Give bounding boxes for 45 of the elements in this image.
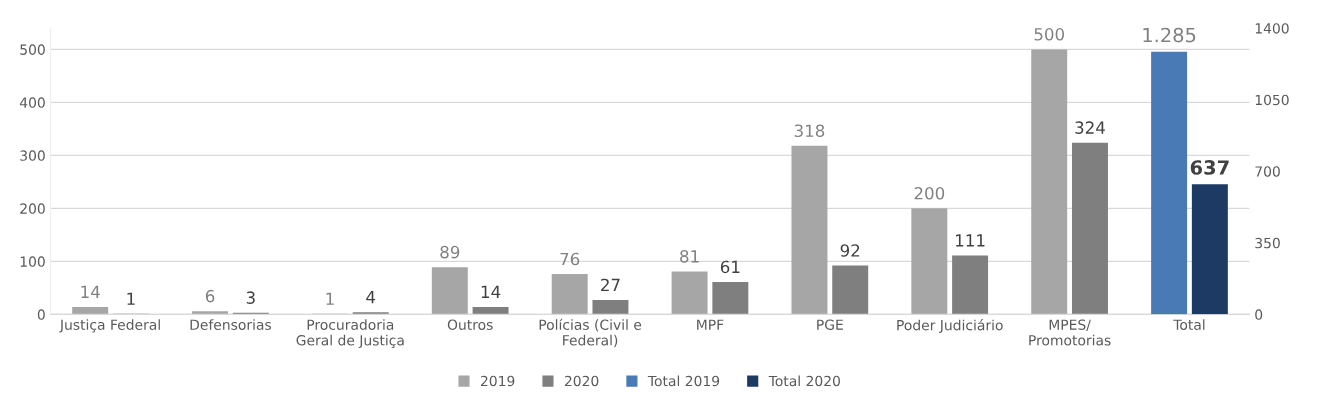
data-label: 4 xyxy=(366,291,376,304)
data-label: 318 xyxy=(794,124,825,138)
data-label: 92 xyxy=(840,244,860,257)
x-tick-label: MPF xyxy=(697,319,724,330)
y-tick-label: 100 xyxy=(20,256,45,267)
x-tick-label: Outros xyxy=(447,319,493,330)
y-tick-label: 0 xyxy=(37,309,45,320)
data-label: 324 xyxy=(1075,121,1105,134)
legend-label: 2019 xyxy=(480,375,515,387)
data-label: 1 xyxy=(326,292,334,305)
data-label: 61 xyxy=(720,260,740,274)
legend-label: Total 2020 xyxy=(768,375,840,387)
x-tick-label: PGE xyxy=(817,319,843,330)
data-label: 1 xyxy=(127,292,135,305)
data-label: 14 xyxy=(81,285,100,298)
y-tick-label: 300 xyxy=(20,150,45,161)
x-tick-label: MPES/ Promotorias xyxy=(1029,319,1111,346)
x-tick-label: Defensorias xyxy=(190,319,272,330)
x-tick-label: Total xyxy=(1173,319,1205,330)
data-label: 3 xyxy=(246,291,255,304)
data-label: 111 xyxy=(956,234,985,247)
x-tick-label: Poder Judiciário xyxy=(897,319,1003,333)
legend-label: 2020 xyxy=(564,375,599,387)
data-label: 89 xyxy=(440,245,460,259)
data-label: 637 xyxy=(1190,160,1229,175)
legend-label: Total 2019 xyxy=(647,375,720,387)
data-label: 500 xyxy=(1034,28,1065,41)
data-label: 200 xyxy=(914,186,945,200)
y-tick-label: 500 xyxy=(20,44,45,55)
x-tick-label: Justiça Federal xyxy=(59,319,160,333)
x-tick-label: Procuradoria Geral de Justiça xyxy=(296,319,404,349)
y-tick-label: 200 xyxy=(20,203,45,214)
y2-tick-label: 1050 xyxy=(1255,94,1289,106)
data-label: 27 xyxy=(601,278,620,292)
data-label: 76 xyxy=(560,252,580,266)
x-tick-label: Polícias (Civil e Federal) xyxy=(539,318,642,348)
data-label: 1.285 xyxy=(1143,27,1196,43)
data-label: 6 xyxy=(205,289,215,303)
data-label: 81 xyxy=(680,250,699,263)
y2-tick-label: 350 xyxy=(1255,237,1280,249)
y2-tick-label: 1400 xyxy=(1255,23,1289,34)
y-tick-label: 400 xyxy=(19,97,45,108)
y2-tick-label: 700 xyxy=(1255,166,1280,177)
data-label: 14 xyxy=(481,285,501,298)
y2-tick-label: 0 xyxy=(1255,309,1263,320)
